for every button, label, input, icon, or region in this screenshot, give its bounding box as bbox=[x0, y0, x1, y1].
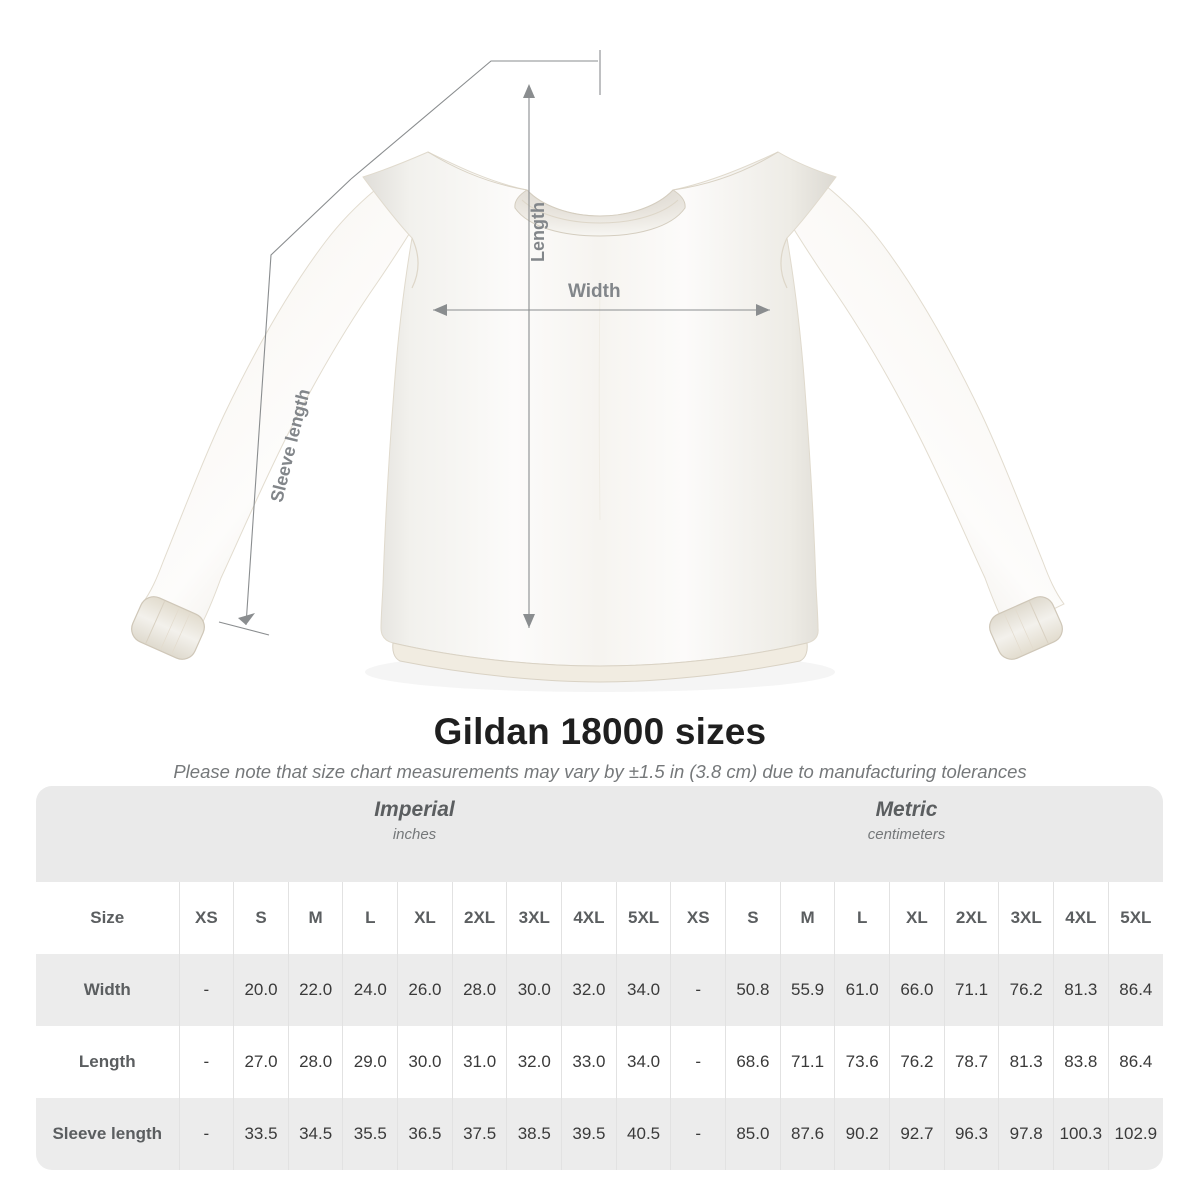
svg-text:Length: Length bbox=[528, 202, 548, 262]
svg-text:Width: Width bbox=[568, 281, 621, 302]
